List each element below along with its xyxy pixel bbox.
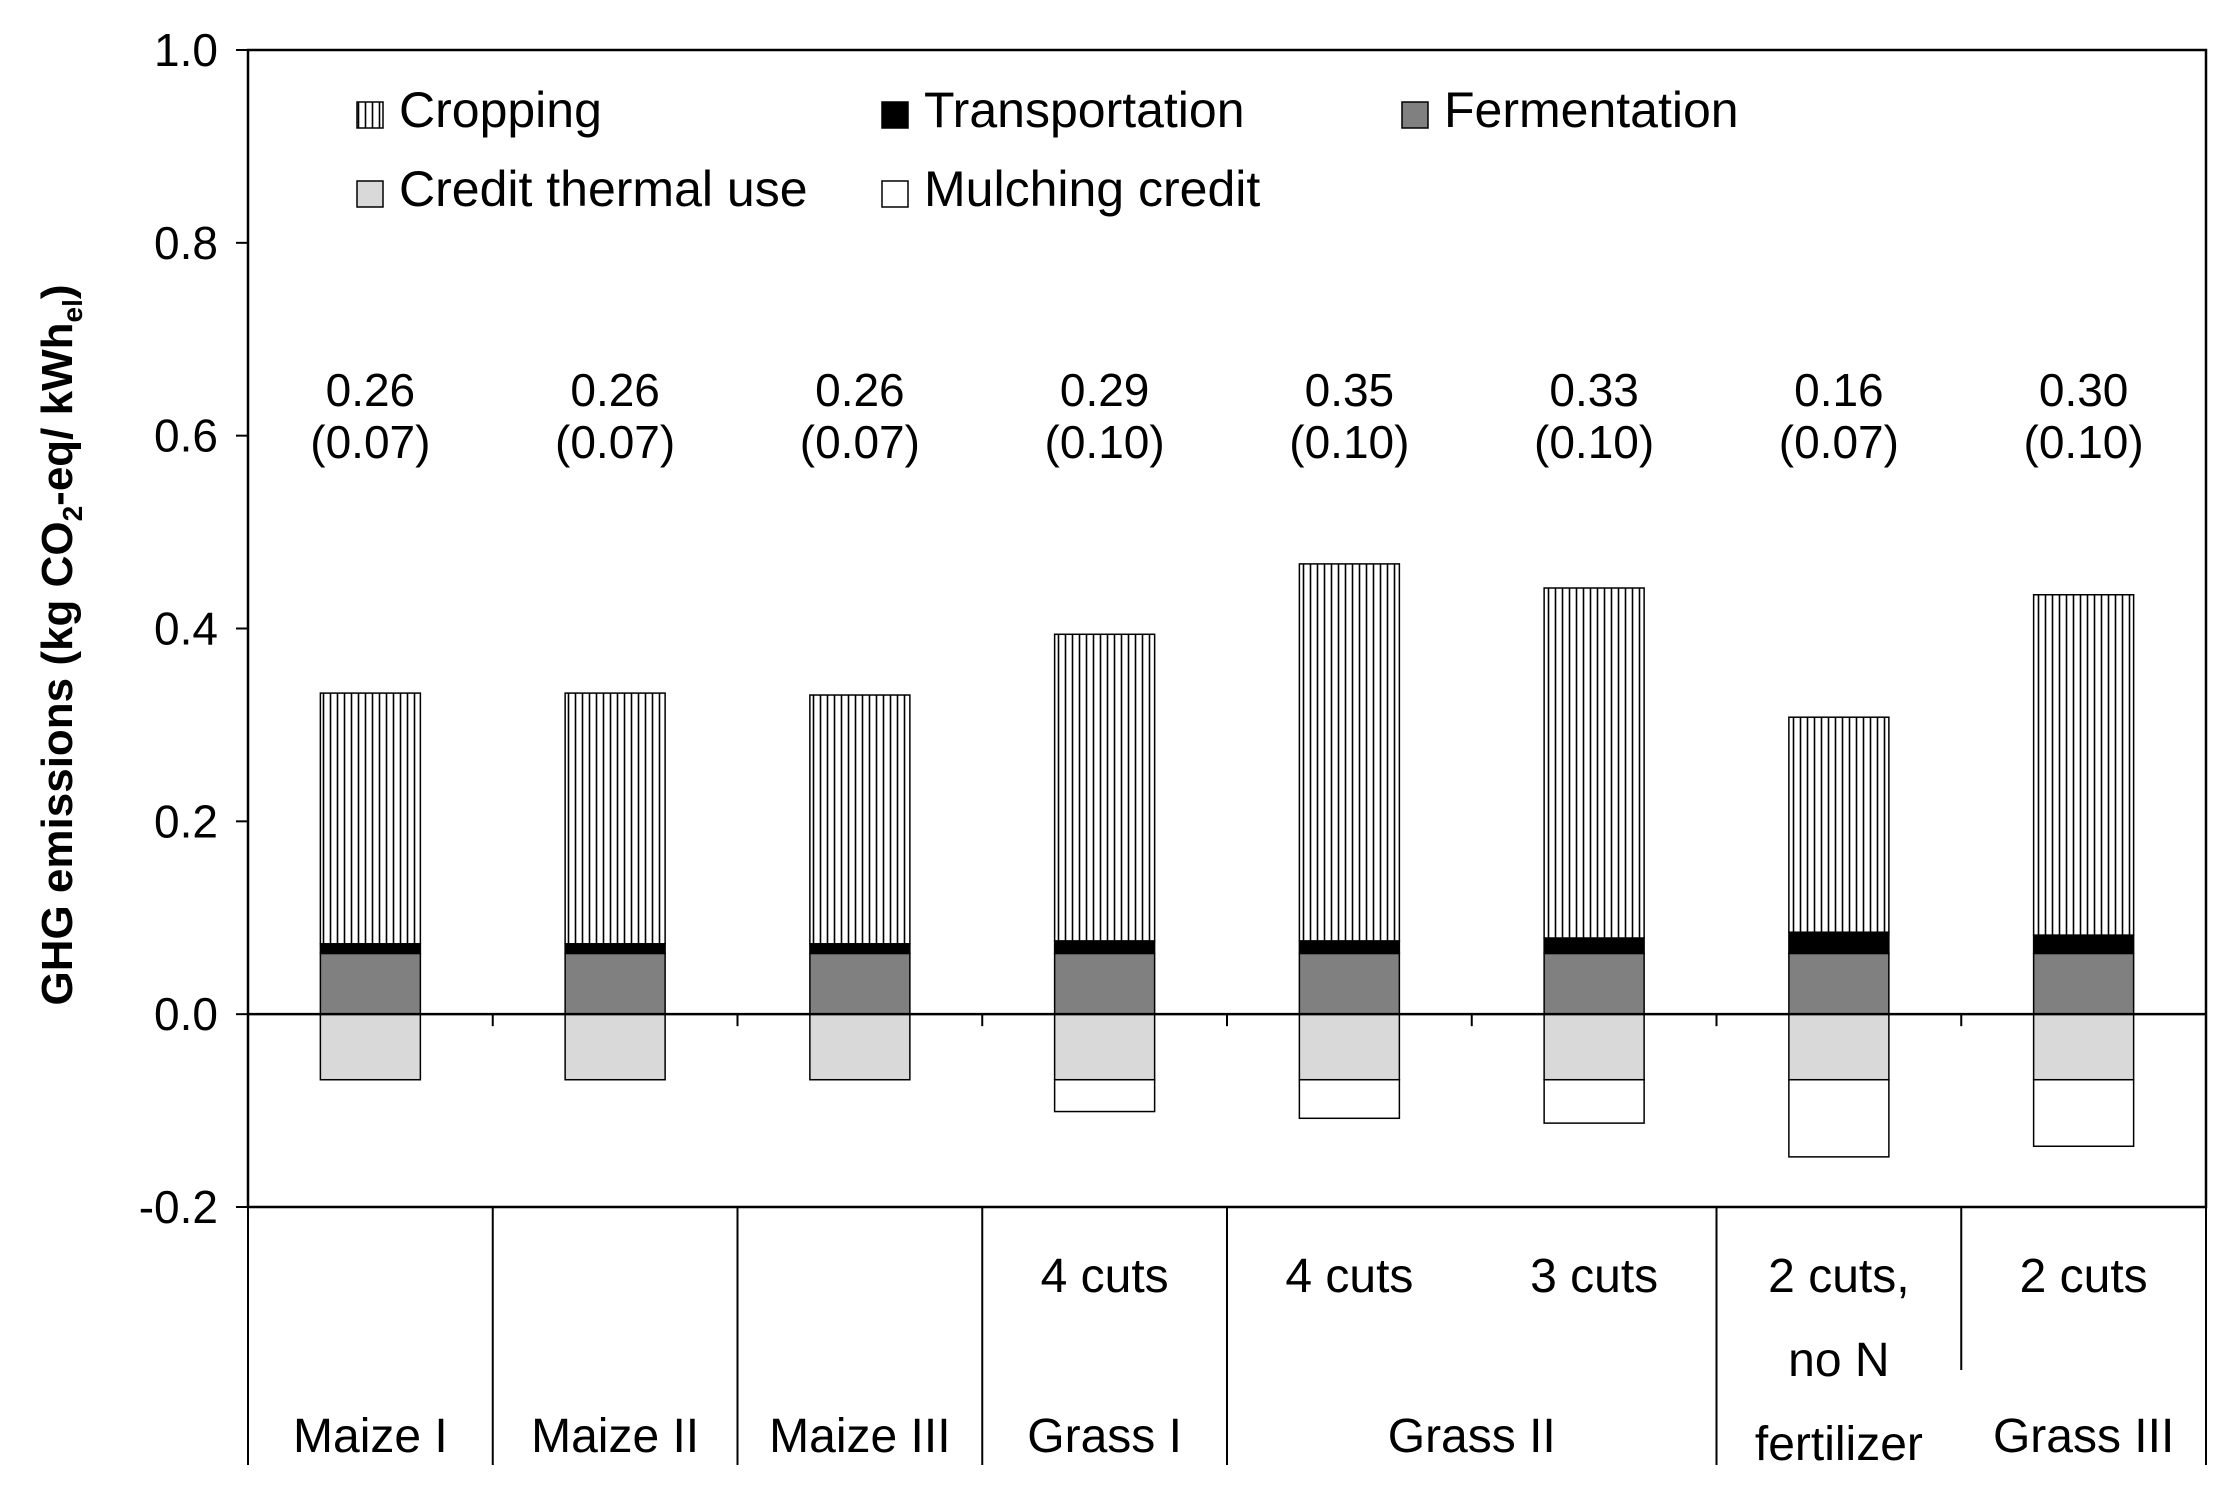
- bar-credit_thermal: [564, 1013, 666, 1081]
- category-sublabel: 3 cuts: [1530, 1250, 1658, 1303]
- bar-annotation: 0.26: [815, 364, 905, 416]
- bar-annotation: 0.26: [326, 364, 416, 416]
- category-sublabel: 2 cuts: [2020, 1250, 2148, 1303]
- legend-label-transportation: Transportation: [924, 82, 1245, 138]
- bar-cropping: [1543, 587, 1645, 939]
- y-tick-label: -0.2: [139, 1181, 218, 1233]
- bar-cropping: [1788, 716, 1890, 933]
- bar-annotation: 0.33: [1549, 364, 1639, 416]
- bar-cropping: [1053, 633, 1156, 942]
- bar-cropping: [809, 694, 911, 945]
- bar-fermentation: [319, 952, 422, 1015]
- bar-annotation: (0.07): [1779, 416, 1899, 468]
- bar-credit_thermal: [1298, 1013, 1401, 1081]
- bar-mulching: [1788, 1078, 1890, 1158]
- bar-fermentation: [1053, 952, 1156, 1015]
- legend-label-mulching: Mulching credit: [924, 161, 1260, 217]
- bar-fermentation: [564, 952, 666, 1015]
- category-axis: Maize I Maize II Maize III Grass I Grass II G…: [247, 1207, 2207, 1471]
- y-tick-label: 0.6: [154, 410, 218, 462]
- bar-annotation: (0.10): [2024, 416, 2144, 468]
- category-label: Grass III: [1993, 1410, 2174, 1463]
- bar-transportation: [2032, 934, 2135, 955]
- category-label: Maize III: [769, 1410, 950, 1463]
- bar-annotations: 0.26(0.07)0.26(0.07)0.26(0.07)0.29(0.10)…: [310, 364, 2143, 468]
- category-sublabel: no N: [1788, 1334, 1889, 1387]
- bar-transportation: [1543, 937, 1645, 955]
- plot-border: [246, 48, 2208, 1209]
- bar-annotation: (0.10): [1534, 416, 1654, 468]
- bar-transportation: [319, 943, 422, 955]
- y-tick-label: 0.2: [154, 795, 218, 847]
- bar-series: [319, 563, 2135, 1158]
- bar-mulching: [1298, 1078, 1401, 1120]
- category-sublabel: fertilizer: [1755, 1418, 1923, 1471]
- bar-transportation: [1298, 940, 1401, 955]
- bar-fermentation: [1788, 952, 1890, 1015]
- bar-fermentation: [2032, 952, 2135, 1015]
- legend-swatch-credit_thermal: [356, 180, 384, 208]
- bar-fermentation: [809, 952, 911, 1015]
- bar-annotation: 0.30: [2039, 364, 2129, 416]
- legend-swatch-fermentation: [1401, 101, 1429, 129]
- legend-label-cropping: Cropping: [399, 82, 602, 138]
- y-axis: 1.0 0.8 0.6 0.4 0.2 0.0 -0.2: [139, 24, 248, 1233]
- bar-credit_thermal: [809, 1013, 911, 1081]
- legend-swatch-transportation: [881, 101, 909, 129]
- category-sublabel: 2 cuts,: [1768, 1250, 1909, 1303]
- bar-transportation: [1053, 940, 1156, 955]
- bar-mulching: [2032, 1078, 2135, 1148]
- legend: Cropping Transportation Fermentation Credit…: [356, 82, 1739, 217]
- bar-cropping: [1298, 563, 1401, 942]
- bar-cropping: [2032, 594, 2135, 936]
- bar-credit_thermal: [1053, 1013, 1156, 1081]
- category-label: Grass I: [1027, 1410, 1182, 1463]
- bar-cropping: [564, 692, 666, 945]
- bar-transportation: [1788, 931, 1890, 955]
- bar-mulching: [1053, 1078, 1156, 1113]
- y-axis-title: GHG emissions (kg CO2-eq/ kWhel): [33, 284, 88, 1005]
- category-label: Grass II: [1388, 1410, 1556, 1463]
- bar-annotation: 0.26: [570, 364, 660, 416]
- bar-annotation: (0.07): [555, 416, 675, 468]
- bar-transportation: [564, 943, 666, 955]
- y-tick-label: 0.0: [154, 988, 218, 1040]
- bar-transportation: [809, 943, 911, 955]
- bar-cropping: [319, 692, 422, 945]
- y-tick-label: 0.4: [154, 603, 218, 655]
- plot-frame: [246, 48, 2208, 1209]
- bar-credit_thermal: [1543, 1013, 1645, 1081]
- category-label: Maize II: [531, 1410, 699, 1463]
- category-sublabel: 4 cuts: [1041, 1250, 1169, 1303]
- bar-annotation: (0.10): [1045, 416, 1165, 468]
- category-sublabel: 4 cuts: [1285, 1250, 1413, 1303]
- bar-credit_thermal: [1788, 1013, 1890, 1081]
- bar-mulching: [1543, 1078, 1645, 1124]
- legend-label-fermentation: Fermentation: [1444, 82, 1739, 138]
- bar-annotation: (0.10): [1289, 416, 1409, 468]
- y-tick-label: 1.0: [154, 24, 218, 76]
- legend-swatch-mulching: [881, 180, 909, 208]
- legend-label-credit_thermal: Credit thermal use: [399, 161, 808, 217]
- bar-credit_thermal: [319, 1013, 422, 1081]
- bar-annotation: 0.35: [1305, 364, 1395, 416]
- bar-annotation: (0.07): [800, 416, 920, 468]
- bar-annotation: 0.16: [1794, 364, 1884, 416]
- category-label: Maize I: [293, 1410, 448, 1463]
- bar-annotation: (0.07): [310, 416, 430, 468]
- bar-annotation: 0.29: [1060, 364, 1150, 416]
- bar-fermentation: [1543, 952, 1645, 1015]
- bar-credit_thermal: [2032, 1013, 2135, 1081]
- y-tick-label: 0.8: [154, 217, 218, 269]
- legend-swatch-cropping: [356, 101, 384, 129]
- bar-fermentation: [1298, 952, 1401, 1015]
